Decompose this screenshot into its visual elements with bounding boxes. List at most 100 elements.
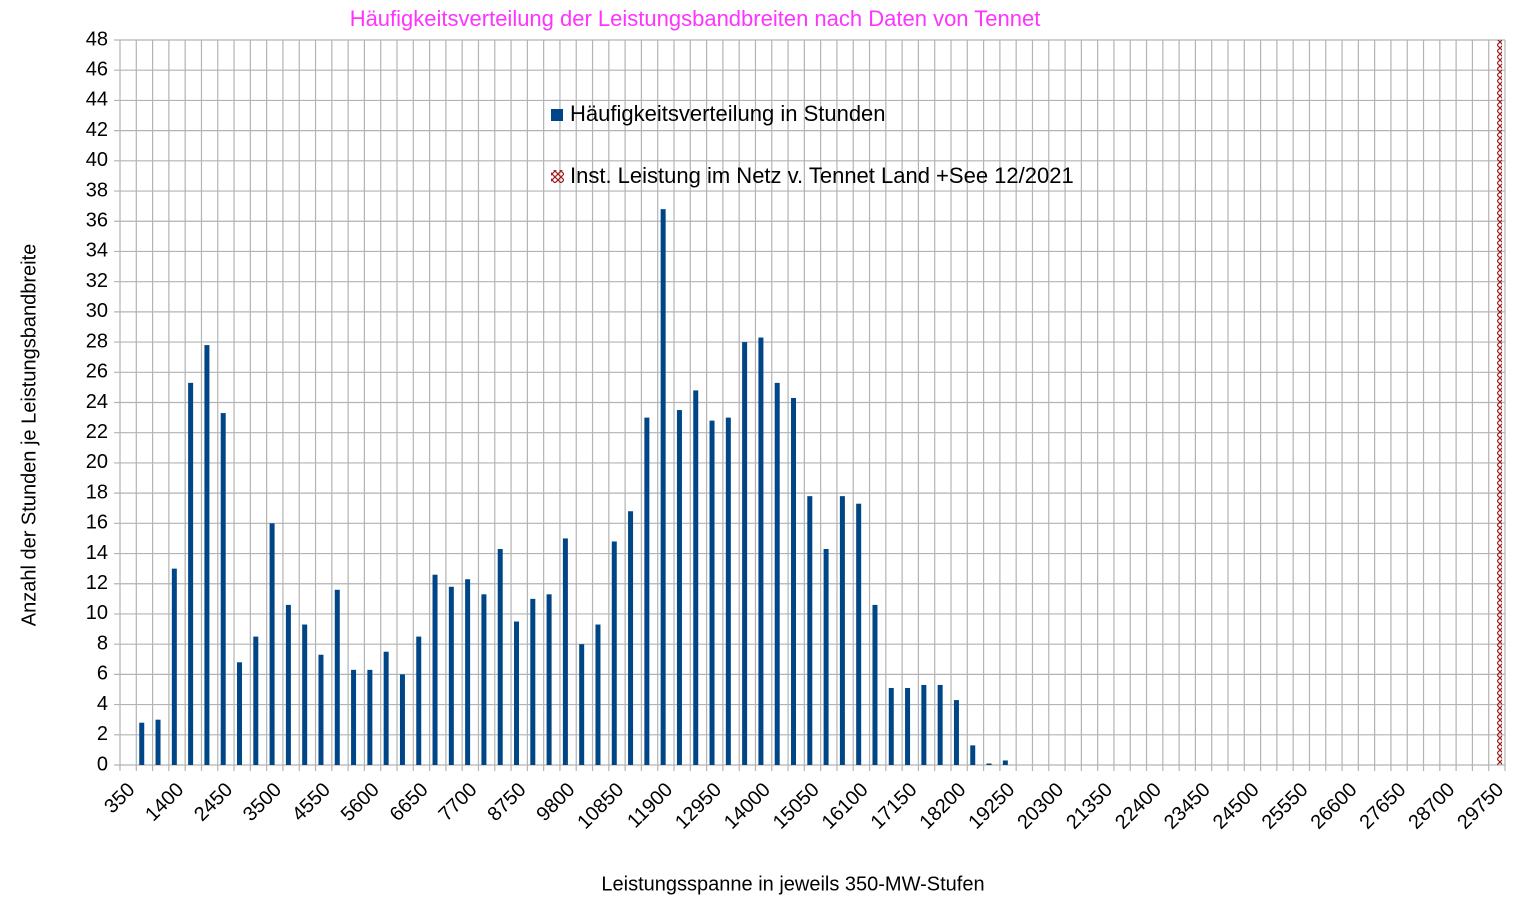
- bar: [285, 604, 291, 765]
- y-tick-label: 30: [86, 300, 108, 322]
- bar: [334, 589, 340, 765]
- bar: [774, 382, 780, 765]
- bar: [611, 541, 617, 765]
- bar: [448, 586, 454, 765]
- bar: [383, 651, 389, 765]
- bar: [562, 538, 568, 765]
- x-tick-label: 14000: [720, 779, 775, 834]
- x-tick-label: 350: [100, 779, 139, 818]
- bar: [399, 674, 405, 765]
- y-tick-label: 6: [97, 663, 108, 685]
- bar: [514, 621, 520, 765]
- bar: [318, 654, 324, 765]
- bar: [970, 745, 976, 765]
- legend-swatch: [551, 170, 564, 183]
- x-tick-label: 6650: [386, 779, 433, 826]
- y-tick-label: 18: [86, 481, 108, 503]
- bar: [416, 636, 422, 765]
- x-tick-label: 11900: [623, 779, 677, 833]
- bar: [204, 345, 210, 765]
- bar: [921, 684, 927, 765]
- x-tick-label: 27650: [1355, 779, 1410, 834]
- y-tick-label: 32: [86, 270, 108, 292]
- bar: [579, 644, 585, 765]
- bar: [269, 523, 275, 765]
- bar: [676, 410, 682, 765]
- bar: [188, 382, 194, 765]
- x-tick-label: 16100: [818, 779, 873, 834]
- x-tick-label: 22400: [1111, 779, 1166, 834]
- y-tick-label: 2: [97, 723, 108, 745]
- bar: [302, 624, 308, 765]
- bar: [481, 594, 487, 765]
- bar: [171, 568, 177, 765]
- x-tick-label: 5600: [337, 779, 384, 826]
- legend-label: Inst. Leistung im Netz v. Tennet Land +S…: [570, 163, 1074, 188]
- bar: [546, 594, 552, 765]
- y-tick-label: 16: [86, 512, 108, 534]
- bar: [220, 413, 226, 765]
- bar: [497, 549, 503, 765]
- bar: [351, 669, 357, 765]
- y-tick-label: 42: [86, 119, 108, 141]
- bar: [628, 511, 634, 765]
- bar: [888, 687, 894, 765]
- x-tick-label: 23450: [1160, 779, 1215, 834]
- x-tick-label: 26600: [1307, 779, 1362, 834]
- y-tick-label: 46: [86, 58, 108, 80]
- bar: [758, 337, 764, 765]
- y-tick-label: 24: [86, 391, 108, 413]
- x-tick-label: 24500: [1209, 779, 1264, 834]
- y-tick-label: 10: [86, 602, 108, 624]
- bar: [986, 763, 992, 765]
- bar: [872, 604, 878, 765]
- bar: [253, 636, 259, 765]
- chart-title: Häufigkeitsverteilung der Leistungsbandb…: [350, 6, 1041, 31]
- bar: [155, 719, 161, 765]
- bar: [807, 496, 813, 765]
- bar: [725, 417, 731, 765]
- x-axis-title: Leistungsspanne in jeweils 350-MW-Stufen: [601, 873, 984, 895]
- bar: [905, 687, 911, 765]
- bar: [856, 503, 862, 765]
- bar: [937, 684, 943, 765]
- bar: [465, 579, 471, 765]
- x-tick-label: 25550: [1258, 779, 1313, 834]
- x-tick-label: 9800: [532, 779, 579, 826]
- bar: [237, 662, 243, 765]
- bar: [953, 700, 959, 765]
- x-tick-label: 29750: [1453, 779, 1508, 834]
- bar: [139, 722, 145, 765]
- y-tick-label: 8: [97, 632, 108, 654]
- y-tick-label: 36: [86, 210, 108, 232]
- bar: [644, 417, 650, 765]
- x-tick-label: 17150: [867, 779, 922, 834]
- y-tick-label: 34: [86, 240, 108, 262]
- y-tick-label: 44: [86, 89, 108, 111]
- y-tick-label: 28: [86, 330, 108, 352]
- bar: [1497, 40, 1503, 765]
- x-tick-label: 4550: [288, 779, 335, 826]
- x-tick-label: 8750: [483, 779, 530, 826]
- bar: [432, 574, 438, 765]
- y-tick-label: 14: [86, 542, 108, 564]
- bar: [595, 624, 601, 765]
- x-tick-label: 15050: [769, 779, 824, 834]
- x-tick-label: 10850: [573, 779, 628, 834]
- x-tick-label: 7700: [435, 779, 482, 826]
- bar: [709, 420, 715, 765]
- y-tick-label: 22: [86, 421, 108, 443]
- bar: [791, 397, 797, 765]
- x-tick-label: 20300: [1013, 779, 1068, 834]
- y-tick-label: 48: [86, 28, 108, 50]
- x-tick-label: 28700: [1404, 779, 1459, 834]
- bar: [660, 209, 666, 765]
- y-axis-title: Anzahl der Stunden je Leistungsbandbreit…: [18, 244, 40, 627]
- x-tick-label: 1400: [141, 779, 188, 826]
- y-tick-label: 26: [86, 361, 108, 383]
- x-tick-label: 3500: [239, 779, 286, 826]
- legend-swatch: [551, 109, 563, 121]
- y-tick-label: 20: [86, 451, 108, 473]
- bar: [693, 390, 699, 765]
